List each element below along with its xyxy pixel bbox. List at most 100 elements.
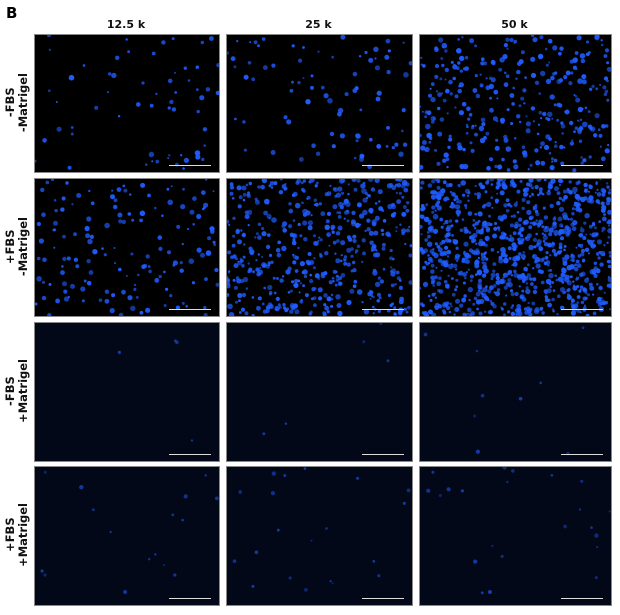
nucleus [133,283,137,287]
nucleus [331,298,334,301]
nucleus [232,278,236,282]
nucleus [472,302,476,306]
nucleus [215,282,219,287]
nucleus [605,201,611,206]
nucleus [513,202,518,207]
nucleus [593,273,598,278]
nucleus [304,588,308,592]
nucleus [334,283,338,287]
nucleus [244,311,249,316]
nucleus [524,221,527,225]
nucleus [426,132,432,139]
nucleus [420,105,422,108]
nucleus [537,123,541,126]
nucleus [556,313,559,316]
nucleus [563,248,566,252]
scale-bar [561,165,603,166]
nucleus [535,232,538,236]
nucleus [528,244,534,251]
nucleus [277,303,281,307]
nucleus [475,248,480,253]
nucleus [564,277,570,283]
nucleus [490,272,496,278]
nucleus [309,279,314,284]
nucleus [427,183,433,188]
nucleus [606,241,609,244]
nucleus [464,252,470,258]
nucleus [340,35,346,40]
nucleus [76,193,82,198]
nucleus [505,146,512,152]
nucleus [487,310,492,315]
nucleus [579,285,584,289]
nucleus [509,234,512,237]
nucleus [523,192,528,197]
nucleus [510,311,516,316]
nucleus [572,186,578,193]
nucleus [436,185,441,190]
nucleus [63,289,68,294]
nucleus [262,264,266,268]
nucleus [204,277,208,281]
nucleus [401,129,404,133]
nucleus [548,273,554,279]
nucleus [369,240,374,245]
nucleus [466,194,470,197]
nucleus [606,185,610,189]
nucleus [377,309,381,313]
nucleus [303,274,308,279]
nucleus [394,183,399,187]
nucleus [255,259,258,262]
nucleus [444,219,449,225]
nucleus [600,39,603,42]
nucleus [497,164,503,170]
nucleus [596,239,603,245]
nucleus [356,244,361,249]
nucleus [428,93,432,98]
nucleus [596,188,599,191]
nucleus [247,224,250,227]
nucleus [189,209,195,215]
nucleus [468,313,472,316]
nucleus [574,51,579,55]
nucleus [370,294,374,298]
nucleus [324,224,330,230]
nucleus [148,558,151,561]
nucleus [432,190,437,195]
nucleus [46,35,52,38]
nucleus [243,243,246,246]
nucleus [196,213,202,220]
nucleus [283,306,287,310]
nucleus [168,154,171,157]
nucleus [242,255,246,259]
nucleus [570,253,574,257]
nucleus [496,192,499,195]
nucleus [251,296,255,299]
nucleus [117,212,123,218]
nucleus [307,220,313,226]
nucleus [171,107,177,112]
nucleus [53,228,57,232]
nucleus [175,305,180,310]
nucleus [604,48,610,53]
row-label-matrigel: +Matrigel [16,359,30,423]
nucleus [570,71,574,75]
micrograph [226,322,413,462]
nucleus [480,393,485,398]
nucleus [420,56,423,59]
nucleus [369,137,373,142]
nucleus [571,207,575,211]
nucleus [538,110,543,115]
nucleus [317,287,323,293]
nucleus [292,219,296,222]
row-label-text: +FBS +Matrigel [3,503,30,567]
nucleus [592,221,595,225]
nucleus [79,485,84,490]
nucleus [477,220,481,223]
nucleus [310,539,313,542]
nucleus [42,138,47,143]
nucleus [511,179,514,181]
scale-bar [362,454,404,455]
nucleus [38,238,44,244]
nucleus [257,235,262,240]
